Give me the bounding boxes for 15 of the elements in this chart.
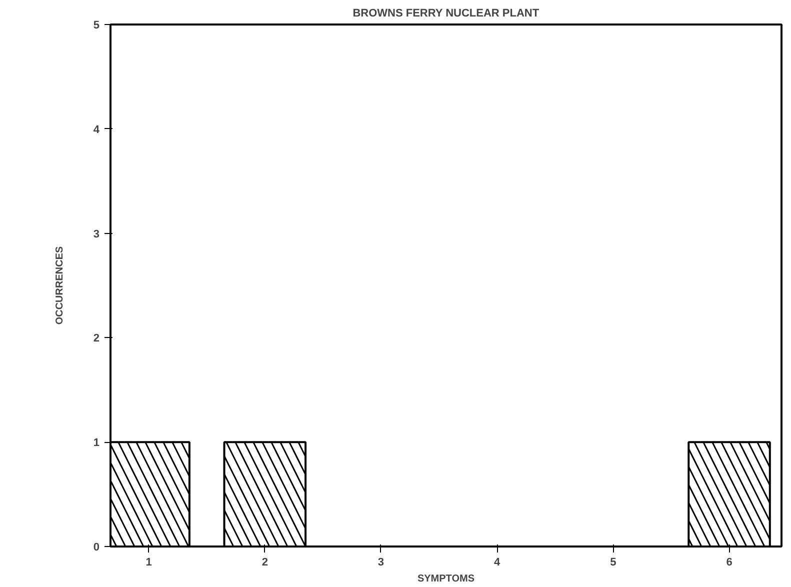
x-tick-label: 2 (262, 556, 268, 568)
x-tick-label: 1 (146, 556, 152, 568)
y-tick-label: 3 (93, 228, 100, 240)
y-tick-label: 5 (93, 20, 100, 32)
y-tick-label: 1 (93, 437, 100, 450)
x-tick-label: 4 (494, 556, 502, 568)
x-tick-label: 5 (610, 556, 616, 568)
x-axis-title: SYMPTOMS (417, 574, 475, 584)
y-tick-label: 2 (93, 332, 100, 345)
x-tick-label: 3 (378, 556, 384, 568)
y-axis-title: OCCURRENCES (54, 246, 66, 325)
x-tick-label: 6 (726, 556, 732, 568)
y-tick-label: 4 (93, 124, 100, 136)
y-tick-label: 0 (93, 542, 100, 554)
chart-title: BROWNS FERRY NUCLEAR PLANT (352, 8, 540, 20)
